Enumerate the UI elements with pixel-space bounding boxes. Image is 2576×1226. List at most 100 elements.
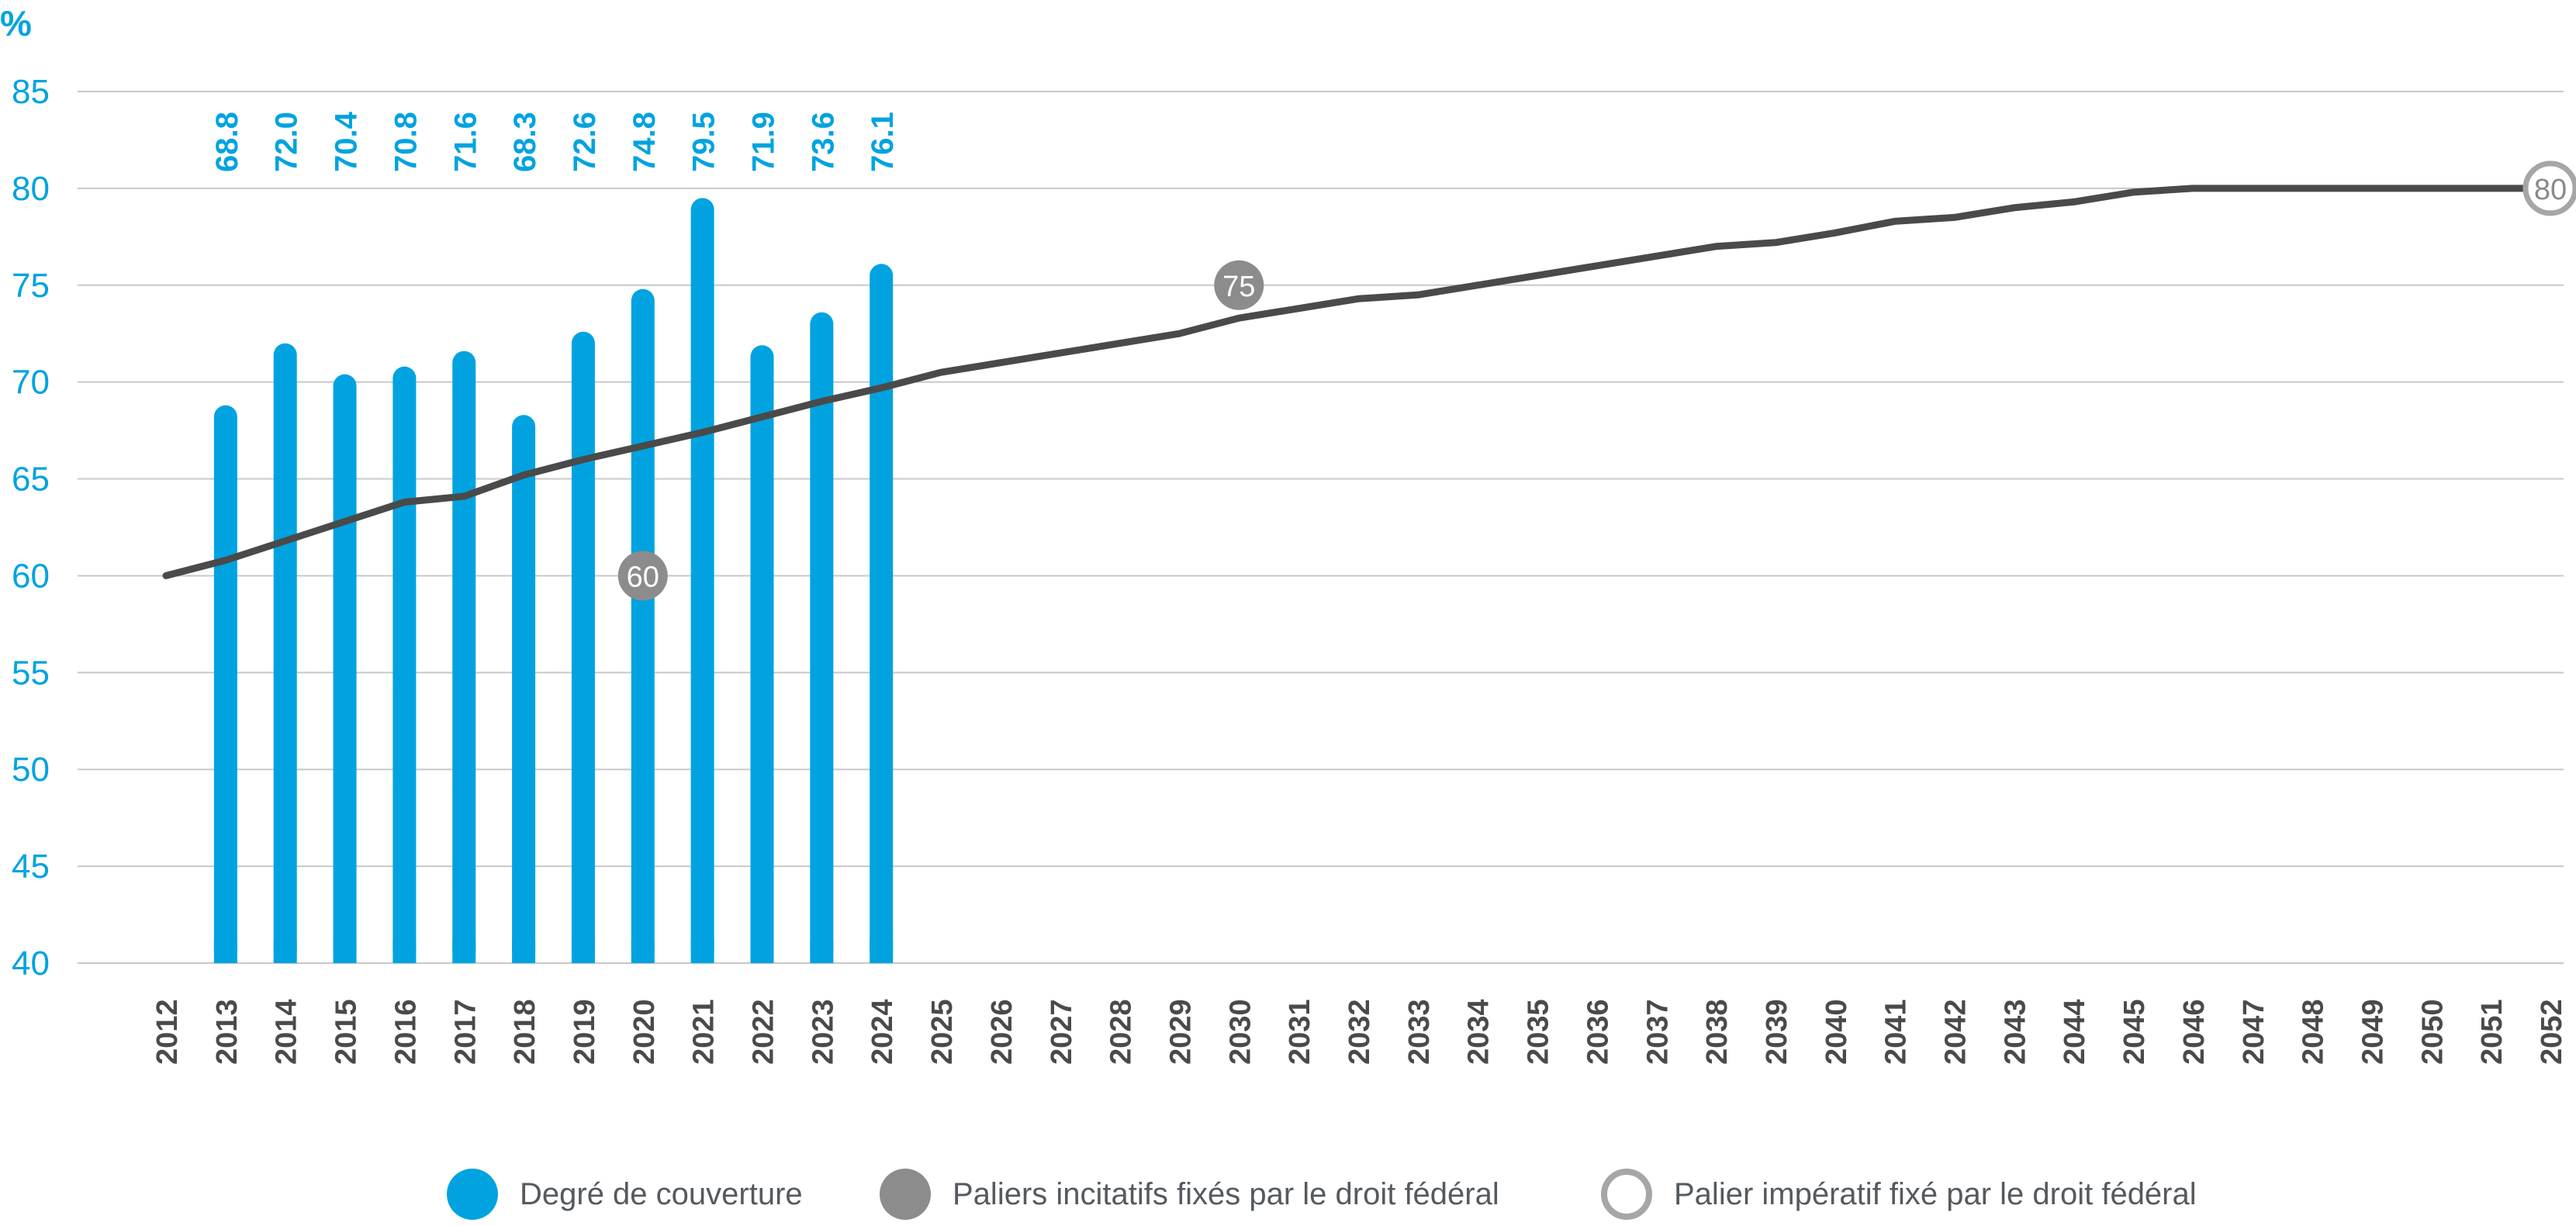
bar-base [273, 940, 297, 963]
bar [392, 366, 417, 963]
bar-value-label: 72.6 [568, 112, 602, 172]
bar [452, 351, 476, 963]
milestone-value-label: 80 [2534, 174, 2567, 206]
x-tick-label: 2039 [1761, 999, 1793, 1065]
x-tick-label: 2041 [1880, 999, 1913, 1065]
x-tick-label: 2044 [2059, 999, 2091, 1065]
x-tick-label: 2020 [628, 999, 661, 1065]
x-tick-label: 2023 [807, 999, 839, 1065]
y-tick-label: 60 [12, 557, 50, 595]
x-tick-label: 2040 [1820, 999, 1853, 1065]
bar [333, 374, 357, 964]
bar-value-label: 70.4 [330, 111, 364, 172]
x-tick-label: 2013 [211, 999, 244, 1065]
bar [690, 198, 714, 963]
bar [870, 264, 894, 963]
milestone-value-label: 60 [627, 561, 659, 593]
legend-label-mandatory: Palier impératif fixé par le droit fédér… [1674, 1176, 2197, 1211]
legend-item-mandatory: Palier impératif fixé par le droit fédér… [1601, 1163, 2197, 1225]
x-tick-label: 2050 [2416, 999, 2449, 1065]
legend-swatch-incentive [880, 1169, 931, 1220]
x-tick-label: 2024 [866, 999, 899, 1065]
gridlines [78, 91, 2564, 964]
bar-base [810, 940, 834, 963]
y-tick-label: 55 [12, 654, 50, 692]
y-tick-label: 50 [12, 751, 50, 789]
target-path-line [162, 185, 2554, 579]
x-tick-label: 2028 [1105, 999, 1138, 1065]
x-tick-label: 2017 [449, 999, 482, 1065]
x-tick-label: 2022 [748, 999, 780, 1065]
x-tick-label: 2027 [1046, 999, 1078, 1065]
bar-base [750, 940, 774, 963]
bar-value-labels: 68.8 72.0 70.4 70.8 71.6 68.3 72.6 74.8 79.5 71.9… [210, 111, 900, 172]
bar [273, 343, 297, 963]
bar-base [631, 940, 655, 963]
x-tick-label: 2030 [1224, 999, 1257, 1065]
x-tick-label: 2014 [271, 999, 303, 1065]
x-tick-label: 2051 [2476, 999, 2509, 1065]
legend-item-coverage: Degré de couverture [447, 1163, 803, 1225]
x-tick-label: 2048 [2298, 999, 2330, 1065]
bar-base [571, 940, 595, 963]
incentive-milestone-marker [1214, 260, 1264, 310]
bar [631, 288, 655, 964]
x-tick-label: 2029 [1164, 999, 1197, 1065]
legend-swatch-bar [447, 1169, 498, 1220]
bar-value-label: 74.8 [628, 112, 662, 172]
bar [810, 312, 834, 963]
bar-base [512, 940, 536, 963]
legend-label-incentive: Paliers incitatifs fixés par le droit fé… [953, 1176, 1499, 1211]
bar [750, 345, 774, 964]
bar-base [392, 940, 417, 963]
legend-item-incentive: Paliers incitatifs fixés par le droit fé… [880, 1163, 1499, 1225]
bar-value-label: 79.5 [687, 112, 721, 172]
x-tick-label: 2037 [1641, 999, 1674, 1065]
y-tick-label: 75 [12, 267, 50, 305]
bar-base [213, 940, 237, 963]
x-tick-label: 2035 [1523, 999, 1555, 1065]
bar-value-label: 72.0 [270, 112, 304, 172]
x-tick-label: 2018 [509, 999, 541, 1065]
x-tick-label: 2045 [2118, 999, 2151, 1065]
x-tick-label: 2036 [1582, 999, 1614, 1065]
x-tick-label: 2032 [1343, 999, 1376, 1065]
bar-value-label: 70.8 [389, 112, 423, 172]
coverage-chart: 40 45 50 55 60 65 70 75 80 85 % 68.8 72.0 70.4 70.8 7… [0, 3, 2576, 1065]
bar-value-label: 73.6 [806, 112, 840, 172]
x-tick-label: 2031 [1284, 999, 1316, 1065]
x-tick-label: 2026 [986, 999, 1018, 1065]
y-tick-label: 85 [12, 73, 50, 111]
bar-base [690, 940, 714, 963]
x-axis: 2012 2013 2014 2015 2016 2017 2018 2019 2020 2021… [151, 999, 2568, 1065]
x-tick-label: 2015 [330, 999, 363, 1065]
x-tick-label: 2019 [569, 999, 601, 1065]
x-tick-label: 2038 [1701, 999, 1734, 1065]
bar-value-label: 68.8 [210, 112, 244, 172]
bar-value-label: 68.3 [508, 112, 542, 172]
milestone-markers: 60 75 80 [617, 161, 2576, 601]
bar-value-label: 71.6 [448, 112, 482, 172]
x-tick-label: 2047 [2238, 999, 2270, 1065]
y-tick-label: 45 [12, 848, 50, 886]
incentive-milestone-marker [617, 551, 668, 601]
x-tick-label: 2021 [688, 999, 721, 1065]
x-tick-label: 2049 [2356, 999, 2389, 1065]
bar-value-label: 76.1 [866, 112, 900, 172]
bar-value-label: 71.9 [747, 112, 781, 172]
x-tick-label: 2016 [389, 999, 422, 1065]
bar-base [870, 940, 894, 963]
x-tick-label: 2052 [2536, 999, 2568, 1065]
bar [512, 415, 536, 963]
x-tick-label: 2025 [926, 999, 959, 1065]
legend: Degré de couverture Paliers incitatifs f… [0, 1163, 2576, 1225]
x-tick-label: 2012 [151, 999, 184, 1065]
y-tick-label: 65 [12, 461, 50, 499]
x-tick-label: 2043 [1999, 999, 2031, 1065]
x-tick-label: 2033 [1403, 999, 1436, 1065]
y-tick-label: 80 [12, 170, 50, 208]
milestone-value-label: 75 [1222, 271, 1255, 303]
y-axis-unit-label: % [0, 3, 32, 43]
bar [213, 405, 237, 963]
bar-base [452, 940, 476, 963]
